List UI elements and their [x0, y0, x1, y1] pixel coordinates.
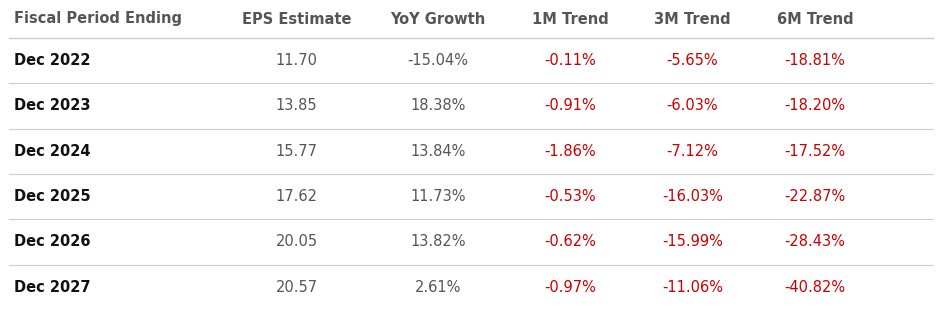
Text: 20.05: 20.05 [276, 234, 317, 250]
Text: 20.57: 20.57 [276, 280, 317, 295]
Text: 17.62: 17.62 [276, 189, 317, 204]
Text: -0.62%: -0.62% [544, 234, 596, 250]
Text: -17.52%: -17.52% [785, 144, 845, 159]
Text: 11.73%: 11.73% [411, 189, 465, 204]
Text: YoY Growth: YoY Growth [390, 11, 486, 26]
Text: Dec 2026: Dec 2026 [14, 234, 90, 250]
Text: 13.85: 13.85 [276, 99, 317, 113]
Text: -11.06%: -11.06% [662, 280, 723, 295]
Text: 2.61%: 2.61% [414, 280, 462, 295]
Text: Dec 2027: Dec 2027 [14, 280, 90, 295]
Text: -28.43%: -28.43% [785, 234, 845, 250]
Text: -5.65%: -5.65% [667, 53, 718, 68]
Text: -18.20%: -18.20% [785, 99, 845, 113]
Text: -1.86%: -1.86% [544, 144, 595, 159]
Text: 11.70: 11.70 [276, 53, 317, 68]
Text: -0.53%: -0.53% [544, 189, 595, 204]
Text: Fiscal Period Ending: Fiscal Period Ending [14, 11, 182, 26]
Text: -15.99%: -15.99% [662, 234, 723, 250]
Text: Dec 2022: Dec 2022 [14, 53, 90, 68]
Text: EPS Estimate: EPS Estimate [242, 11, 351, 26]
Text: -15.04%: -15.04% [408, 53, 468, 68]
Text: -6.03%: -6.03% [667, 99, 718, 113]
Text: -22.87%: -22.87% [784, 189, 846, 204]
Text: Dec 2023: Dec 2023 [14, 99, 90, 113]
Text: 1M Trend: 1M Trend [531, 11, 609, 26]
Text: 3M Trend: 3M Trend [654, 11, 731, 26]
Text: -7.12%: -7.12% [666, 144, 719, 159]
Text: -0.91%: -0.91% [544, 99, 595, 113]
Text: -18.81%: -18.81% [785, 53, 845, 68]
Text: Dec 2025: Dec 2025 [14, 189, 90, 204]
Text: 13.82%: 13.82% [411, 234, 465, 250]
Text: -0.11%: -0.11% [544, 53, 595, 68]
Text: -40.82%: -40.82% [785, 280, 845, 295]
Text: 6M Trend: 6M Trend [776, 11, 853, 26]
Text: 13.84%: 13.84% [411, 144, 465, 159]
Text: -16.03%: -16.03% [662, 189, 723, 204]
Text: 15.77: 15.77 [276, 144, 317, 159]
Text: Dec 2024: Dec 2024 [14, 144, 90, 159]
Text: 18.38%: 18.38% [411, 99, 465, 113]
Text: -0.97%: -0.97% [544, 280, 596, 295]
